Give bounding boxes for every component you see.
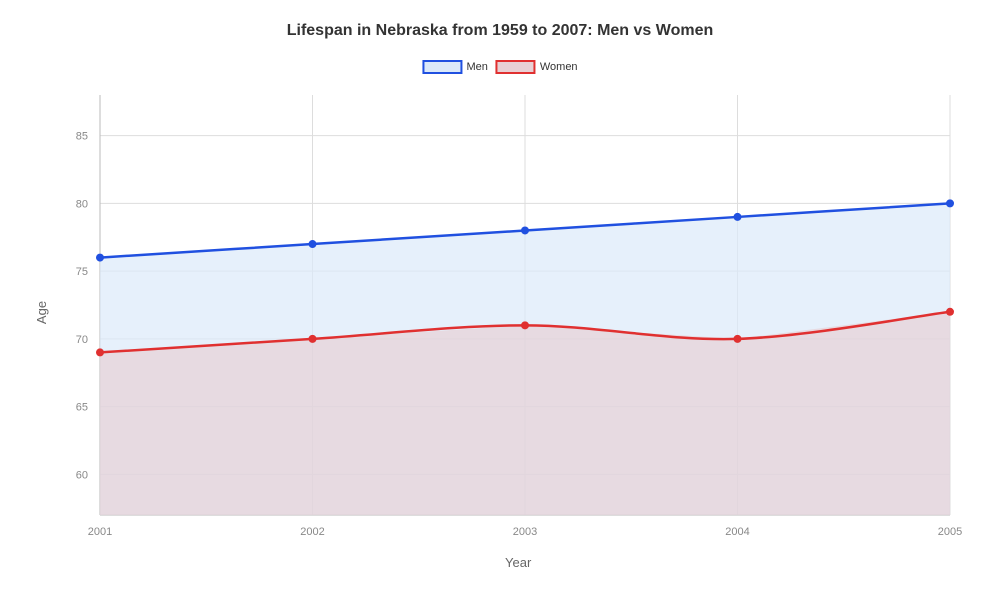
y-tick-label: 80 [76, 198, 88, 210]
x-tick-label: 2005 [938, 526, 962, 538]
y-tick-label: 60 [76, 469, 88, 481]
chart-svg: 2001 2002 2003 2004 2005 60 65 70 75 80 85 [0, 0, 1000, 600]
y-tick-label: 70 [76, 334, 88, 346]
x-tick-label: 2001 [88, 526, 112, 538]
y-tick-label: 65 [76, 402, 88, 414]
y-tick-label: 75 [76, 266, 88, 278]
x-tick-label: 2003 [513, 526, 537, 538]
chart-container: Lifespan in Nebraska from 1959 to 2007: … [0, 0, 1000, 600]
x-tick-label: 2004 [725, 526, 749, 538]
y-tick-label: 85 [76, 131, 88, 143]
x-tick-label: 2002 [300, 526, 324, 538]
